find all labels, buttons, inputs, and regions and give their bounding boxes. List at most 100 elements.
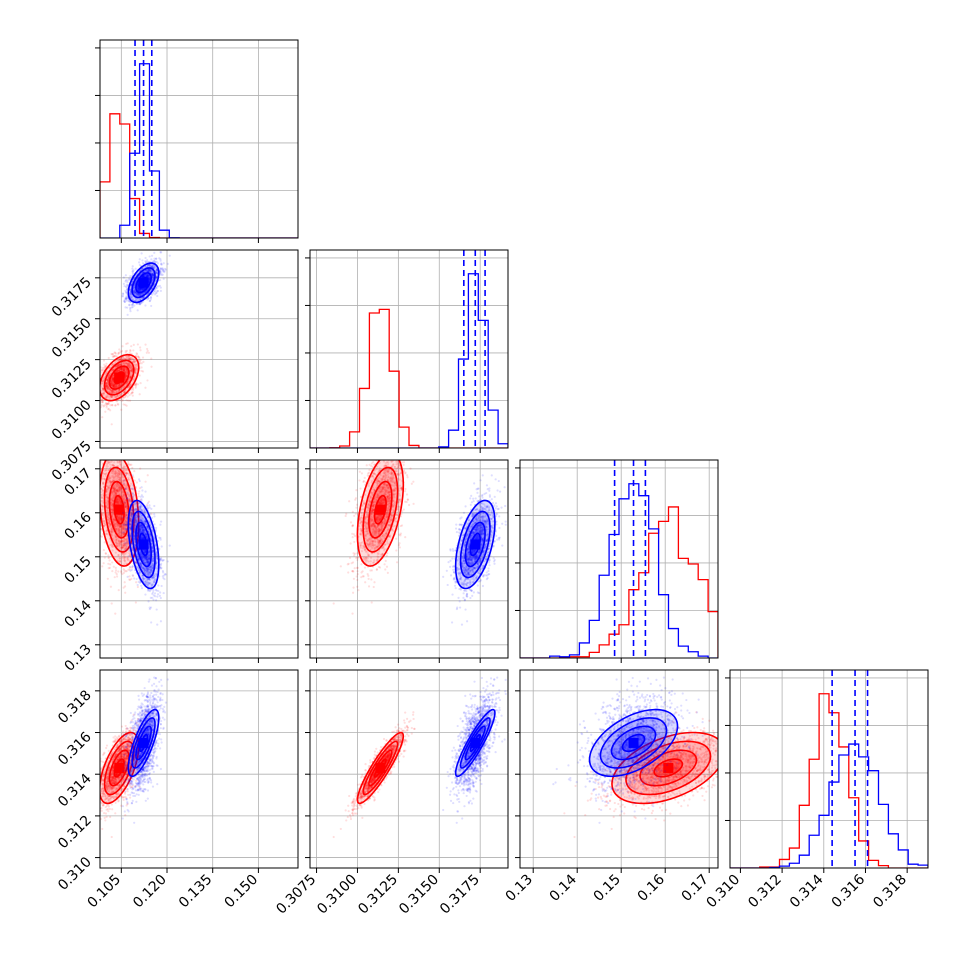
scatter-point [136,585,139,589]
scatter-point [98,521,100,523]
scatter-point [119,368,122,371]
scatter-point [107,408,110,411]
scatter-point [134,367,137,370]
scatter-point [123,569,126,572]
scatter-point [115,364,118,368]
scatter-point [122,586,125,589]
scatter-point [159,279,162,282]
scatter-point [129,357,132,360]
scatter-point [137,356,141,359]
scatter-point [123,367,126,370]
panel-content [95,250,298,448]
scatter-point [136,355,140,358]
scatter-point [110,380,113,383]
scatter-point [116,391,119,394]
scatter-point [101,366,104,370]
scatter-point [144,386,147,389]
scatter-point [131,394,134,397]
scatter-point [110,453,112,455]
scatter-point [108,559,111,562]
scatter-point [109,585,113,588]
scatter-point [125,436,127,438]
scatter-point [133,469,136,473]
scatter-point [131,391,134,394]
scatter-point [105,456,107,458]
scatter-point [110,423,113,426]
scatter-point [106,386,110,389]
scatter-point [103,454,105,456]
scatter-point [120,349,124,353]
scatter-point [138,258,141,261]
scatter-point [115,435,117,437]
scatter-point [115,451,117,453]
scatter-point [110,392,113,395]
scatter-point [134,369,137,373]
scatter-point [121,367,124,370]
scatter-point [102,387,105,390]
scatter-point [103,365,106,368]
scatter-point [126,362,129,365]
scatter-point [135,581,138,584]
scatter-point [141,370,145,373]
scatter-point [95,382,97,384]
scatter-point [119,383,122,386]
scatter-point [127,460,130,464]
scatter-point [150,258,153,261]
scatter-point [119,350,122,353]
scatter-point [125,349,129,352]
scatter-point [139,358,142,362]
scatter-point [112,381,115,385]
scatter-point [105,395,109,398]
scatter-point [128,364,131,368]
scatter-point [106,380,109,383]
scatter-point [111,355,114,358]
scatter-point [162,262,165,265]
scatter-point [118,368,121,371]
scatter-point [122,357,125,360]
scatter-point [106,383,110,387]
scatter-point [97,465,99,467]
scatter-point [114,395,117,398]
scatter-point [112,385,115,388]
scatter-point [161,268,164,271]
scatter-point [103,366,106,369]
scatter-point [116,390,119,393]
scatter-point [115,436,117,438]
scatter-point [117,369,120,373]
scatter-point [142,360,145,363]
scatter-point [122,367,125,370]
scatter-point [99,451,101,453]
scatter-point [123,581,126,584]
scatter-point [166,262,169,265]
scatter-point [125,355,128,358]
scatter-point [112,368,115,372]
scatter-point [127,379,130,382]
scatter-point [129,349,132,352]
scatter-point [134,363,137,366]
scatter-point [128,351,131,354]
scatter-point [98,392,100,394]
scatter-point [146,379,149,382]
scatter-point [113,385,116,388]
scatter-point [106,385,110,388]
scatter-point [122,368,125,372]
scatter-point [159,251,162,254]
scatter-point [97,499,99,501]
scatter-point [139,381,142,385]
scatter-point [97,483,99,485]
scatter-point [128,278,131,281]
scatter-point [118,363,121,366]
scatter-point [118,384,121,387]
scatter-point [101,451,103,453]
scatter-point [127,355,130,358]
scatter-point [114,569,118,572]
scatter-point [107,385,110,388]
scatter-point [107,376,110,380]
scatter-point [117,394,121,398]
scatter-point [160,262,163,265]
panel-0-0 [95,39,299,243]
scatter-point [97,396,99,398]
scatter-point [112,368,115,371]
scatter-point [126,306,129,309]
